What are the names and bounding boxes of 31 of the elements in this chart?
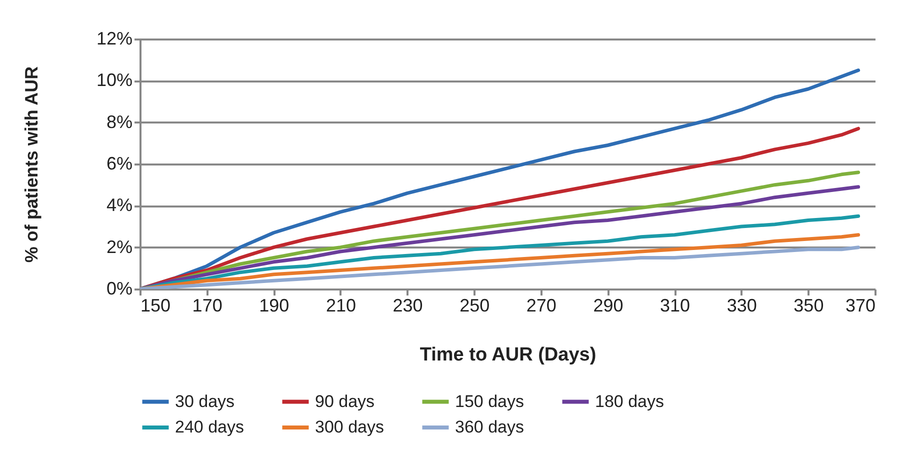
x-tick-label: 150: [140, 296, 171, 316]
x-tick-label: 170: [192, 296, 222, 316]
x-tick-label: 270: [526, 296, 556, 316]
y-tick-label: 0%: [106, 278, 132, 298]
x-tick-label: 330: [726, 296, 757, 316]
legend-label: 150 days: [455, 392, 524, 411]
legend-label: 240 days: [175, 418, 244, 436]
x-tick-label: 350: [794, 296, 824, 316]
x-tick-label: 370: [845, 296, 876, 316]
line-series: [140, 214, 860, 289]
y-tick-label: 6%: [106, 154, 132, 174]
y-tick-label: 4%: [106, 195, 132, 216]
legend-label: 300 days: [315, 418, 384, 436]
y-tick-label: 10%: [96, 70, 132, 90]
y-axis-title: % of patients with AUR: [21, 66, 42, 263]
legend-label: 360 days: [455, 418, 524, 436]
y-tick-label: 12%: [96, 28, 132, 48]
x-tick-label: 210: [326, 296, 356, 316]
x-tick-label: 230: [392, 296, 423, 316]
x-tick-label: 190: [259, 296, 290, 316]
x-tick-label: 310: [660, 296, 690, 316]
x-tick-label: 250: [460, 296, 490, 316]
legend-label: 30 days: [175, 392, 235, 411]
y-tick-label: 2%: [106, 236, 132, 257]
legend-label: 180 days: [595, 392, 664, 411]
legend-label: 90 days: [315, 392, 375, 411]
y-tick-label: 8%: [106, 112, 132, 132]
line-series: [140, 126, 860, 289]
x-tick-label: 290: [593, 296, 624, 316]
x-axis-title: Time to AUR (Days): [420, 344, 596, 366]
line-series: [140, 246, 860, 289]
